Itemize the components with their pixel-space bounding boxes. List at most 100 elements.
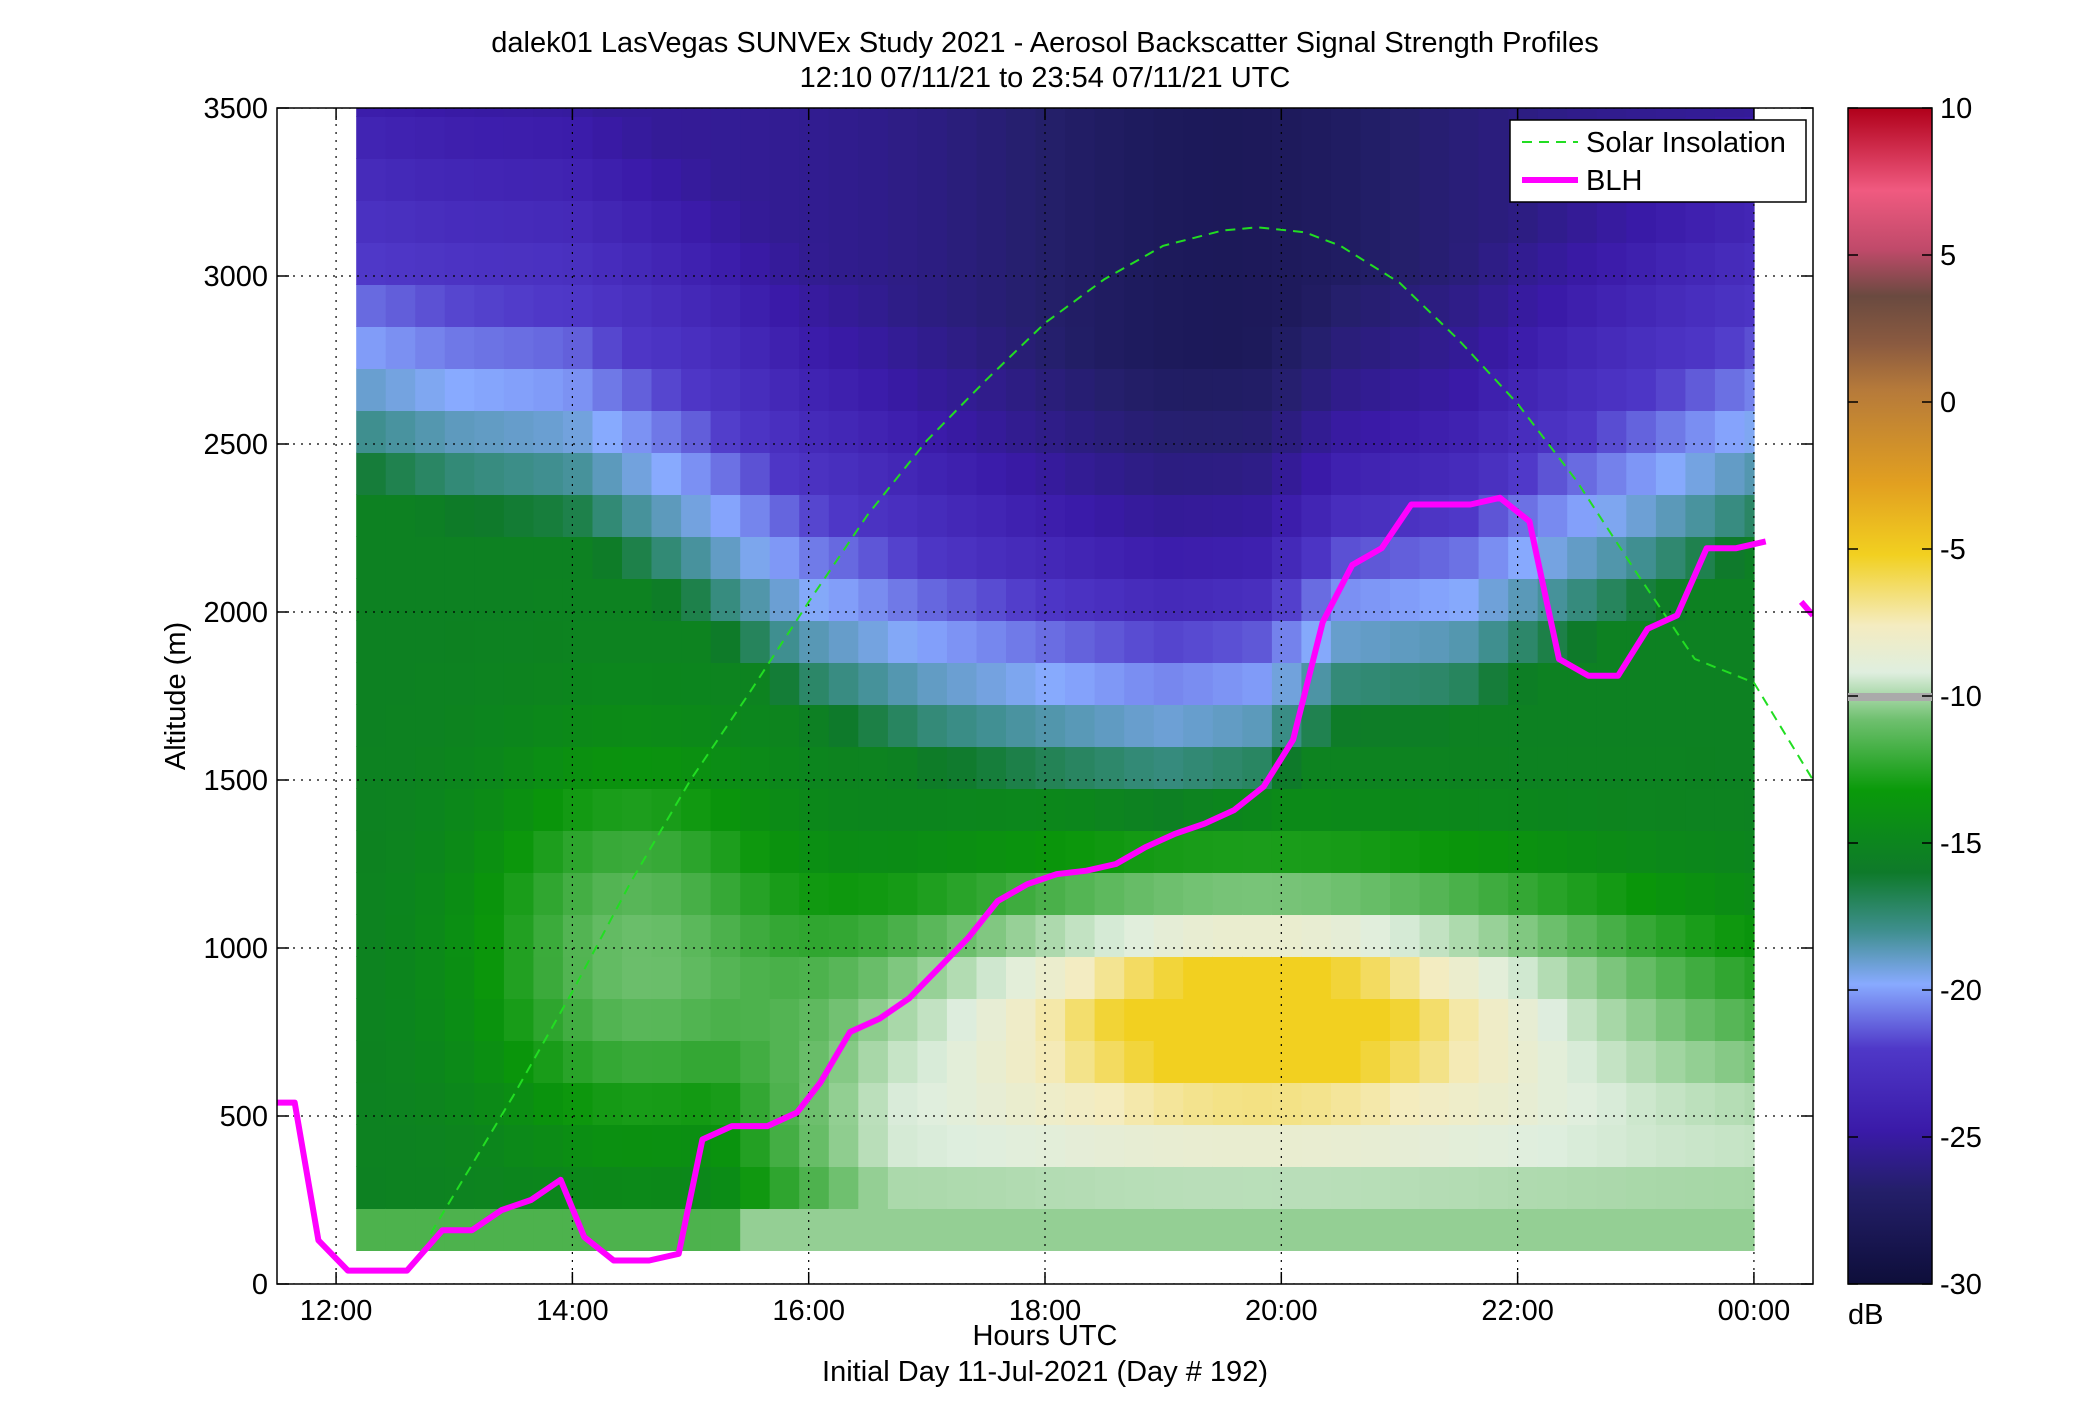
heatmap-cell [917, 494, 948, 537]
heatmap-cell [651, 914, 682, 957]
heatmap-cell [917, 116, 948, 159]
heatmap-cell [1567, 368, 1598, 411]
heatmap-cell [1567, 108, 1598, 117]
heatmap-cell [1744, 368, 1755, 411]
heatmap-cell [710, 410, 741, 453]
heatmap-cell [1094, 242, 1125, 285]
heatmap-cell [976, 410, 1007, 453]
heatmap-cell [1242, 116, 1273, 159]
heatmap-cell [1094, 326, 1125, 369]
heatmap-cell [385, 108, 416, 117]
heatmap-cell [444, 108, 475, 117]
heatmap-cell [1508, 746, 1539, 789]
heatmap-cell [1006, 578, 1037, 621]
heatmap-cell [917, 830, 948, 873]
heatmap-cell [1212, 1082, 1243, 1125]
heatmap-cell [562, 830, 593, 873]
heatmap-cell [828, 284, 859, 327]
heatmap-cell [562, 200, 593, 243]
heatmap-cell [740, 536, 771, 579]
heatmap-cell [1183, 956, 1214, 999]
heatmap-cell [1271, 452, 1302, 495]
heatmap-cell [1094, 1208, 1125, 1251]
heatmap-cell [917, 578, 948, 621]
heatmap-cell [1655, 1208, 1686, 1251]
heatmap-cell [385, 452, 416, 495]
heatmap-cell [1567, 494, 1598, 537]
heatmap-cell [1065, 830, 1096, 873]
heatmap-cell [1626, 1208, 1657, 1251]
heatmap-cell [1744, 410, 1755, 453]
heatmap-cell [858, 1124, 889, 1167]
heatmap-cell [710, 662, 741, 705]
heatmap-cell [474, 368, 505, 411]
heatmap-cell [503, 1040, 534, 1083]
heatmap-cell [651, 620, 682, 663]
heatmap-cell [474, 872, 505, 915]
heatmap-cell [1301, 368, 1332, 411]
heatmap-cell [1006, 1082, 1037, 1125]
heatmap-cell [740, 578, 771, 621]
heatmap-cell [1390, 746, 1421, 789]
heatmap-cell [1537, 368, 1568, 411]
heatmap-cell [1153, 1124, 1184, 1167]
heatmap-cell [1655, 662, 1686, 705]
heatmap-cell [769, 158, 800, 201]
heatmap-cell [651, 410, 682, 453]
heatmap-cell [1183, 368, 1214, 411]
heatmap-cell [799, 452, 830, 495]
heatmap-cell [1301, 284, 1332, 327]
heatmap-cell [917, 1208, 948, 1251]
heatmap-cell [533, 1082, 564, 1125]
heatmap-cell [946, 1040, 977, 1083]
heatmap-cell [415, 536, 446, 579]
heatmap-cell [1714, 578, 1745, 621]
heatmap-cell [1744, 998, 1755, 1041]
heatmap-cell [1655, 1124, 1686, 1167]
heatmap-cell [1301, 872, 1332, 915]
heatmap-cell [1094, 284, 1125, 327]
heatmap-cell [503, 1124, 534, 1167]
heatmap-cell [1685, 494, 1716, 537]
heatmap-cell [1065, 1166, 1096, 1209]
x-axis-label: Hours UTC [972, 1320, 1117, 1352]
heatmap-cell [592, 108, 623, 117]
heatmap-cell [1390, 662, 1421, 705]
heatmap-cell [946, 704, 977, 747]
heatmap-cell [1006, 1040, 1037, 1083]
heatmap-cell [1537, 998, 1568, 1041]
heatmap-cell [1153, 284, 1184, 327]
colorbar-tick-label: 10 [1940, 93, 1972, 125]
heatmap-cell [1626, 1124, 1657, 1167]
heatmap-cell [1685, 108, 1716, 117]
heatmap-cell [592, 662, 623, 705]
heatmap-cell [1301, 158, 1332, 201]
colorbar-tick-label: -20 [1940, 975, 1982, 1007]
heatmap-cell [1626, 704, 1657, 747]
heatmap-cell [1596, 410, 1627, 453]
heatmap-cell [1596, 872, 1627, 915]
series-line-blh-segment-end [1798, 599, 1813, 618]
heatmap-cell [562, 1124, 593, 1167]
heatmap-cell [1153, 494, 1184, 537]
heatmap-cell [356, 1166, 387, 1209]
heatmap-cell [710, 536, 741, 579]
heatmap-cell [1508, 704, 1539, 747]
heatmap-cell [651, 1208, 682, 1251]
x-tick-label: 16:00 [772, 1295, 845, 1327]
heatmap-cell [710, 914, 741, 957]
heatmap-cell [1183, 872, 1214, 915]
heatmap-cell [651, 956, 682, 999]
heatmap-cell [533, 662, 564, 705]
heatmap-cell [946, 326, 977, 369]
heatmap-cell [1685, 242, 1716, 285]
heatmap-cell [533, 830, 564, 873]
heatmap-cell [1212, 1040, 1243, 1083]
y-tick-label: 0 [252, 1269, 268, 1301]
heatmap-cell [1124, 326, 1155, 369]
x-tick-label: 12:00 [300, 1295, 373, 1327]
heatmap-cell [474, 1166, 505, 1209]
heatmap-cell [533, 200, 564, 243]
heatmap-cell [415, 368, 446, 411]
heatmap-cell [917, 536, 948, 579]
